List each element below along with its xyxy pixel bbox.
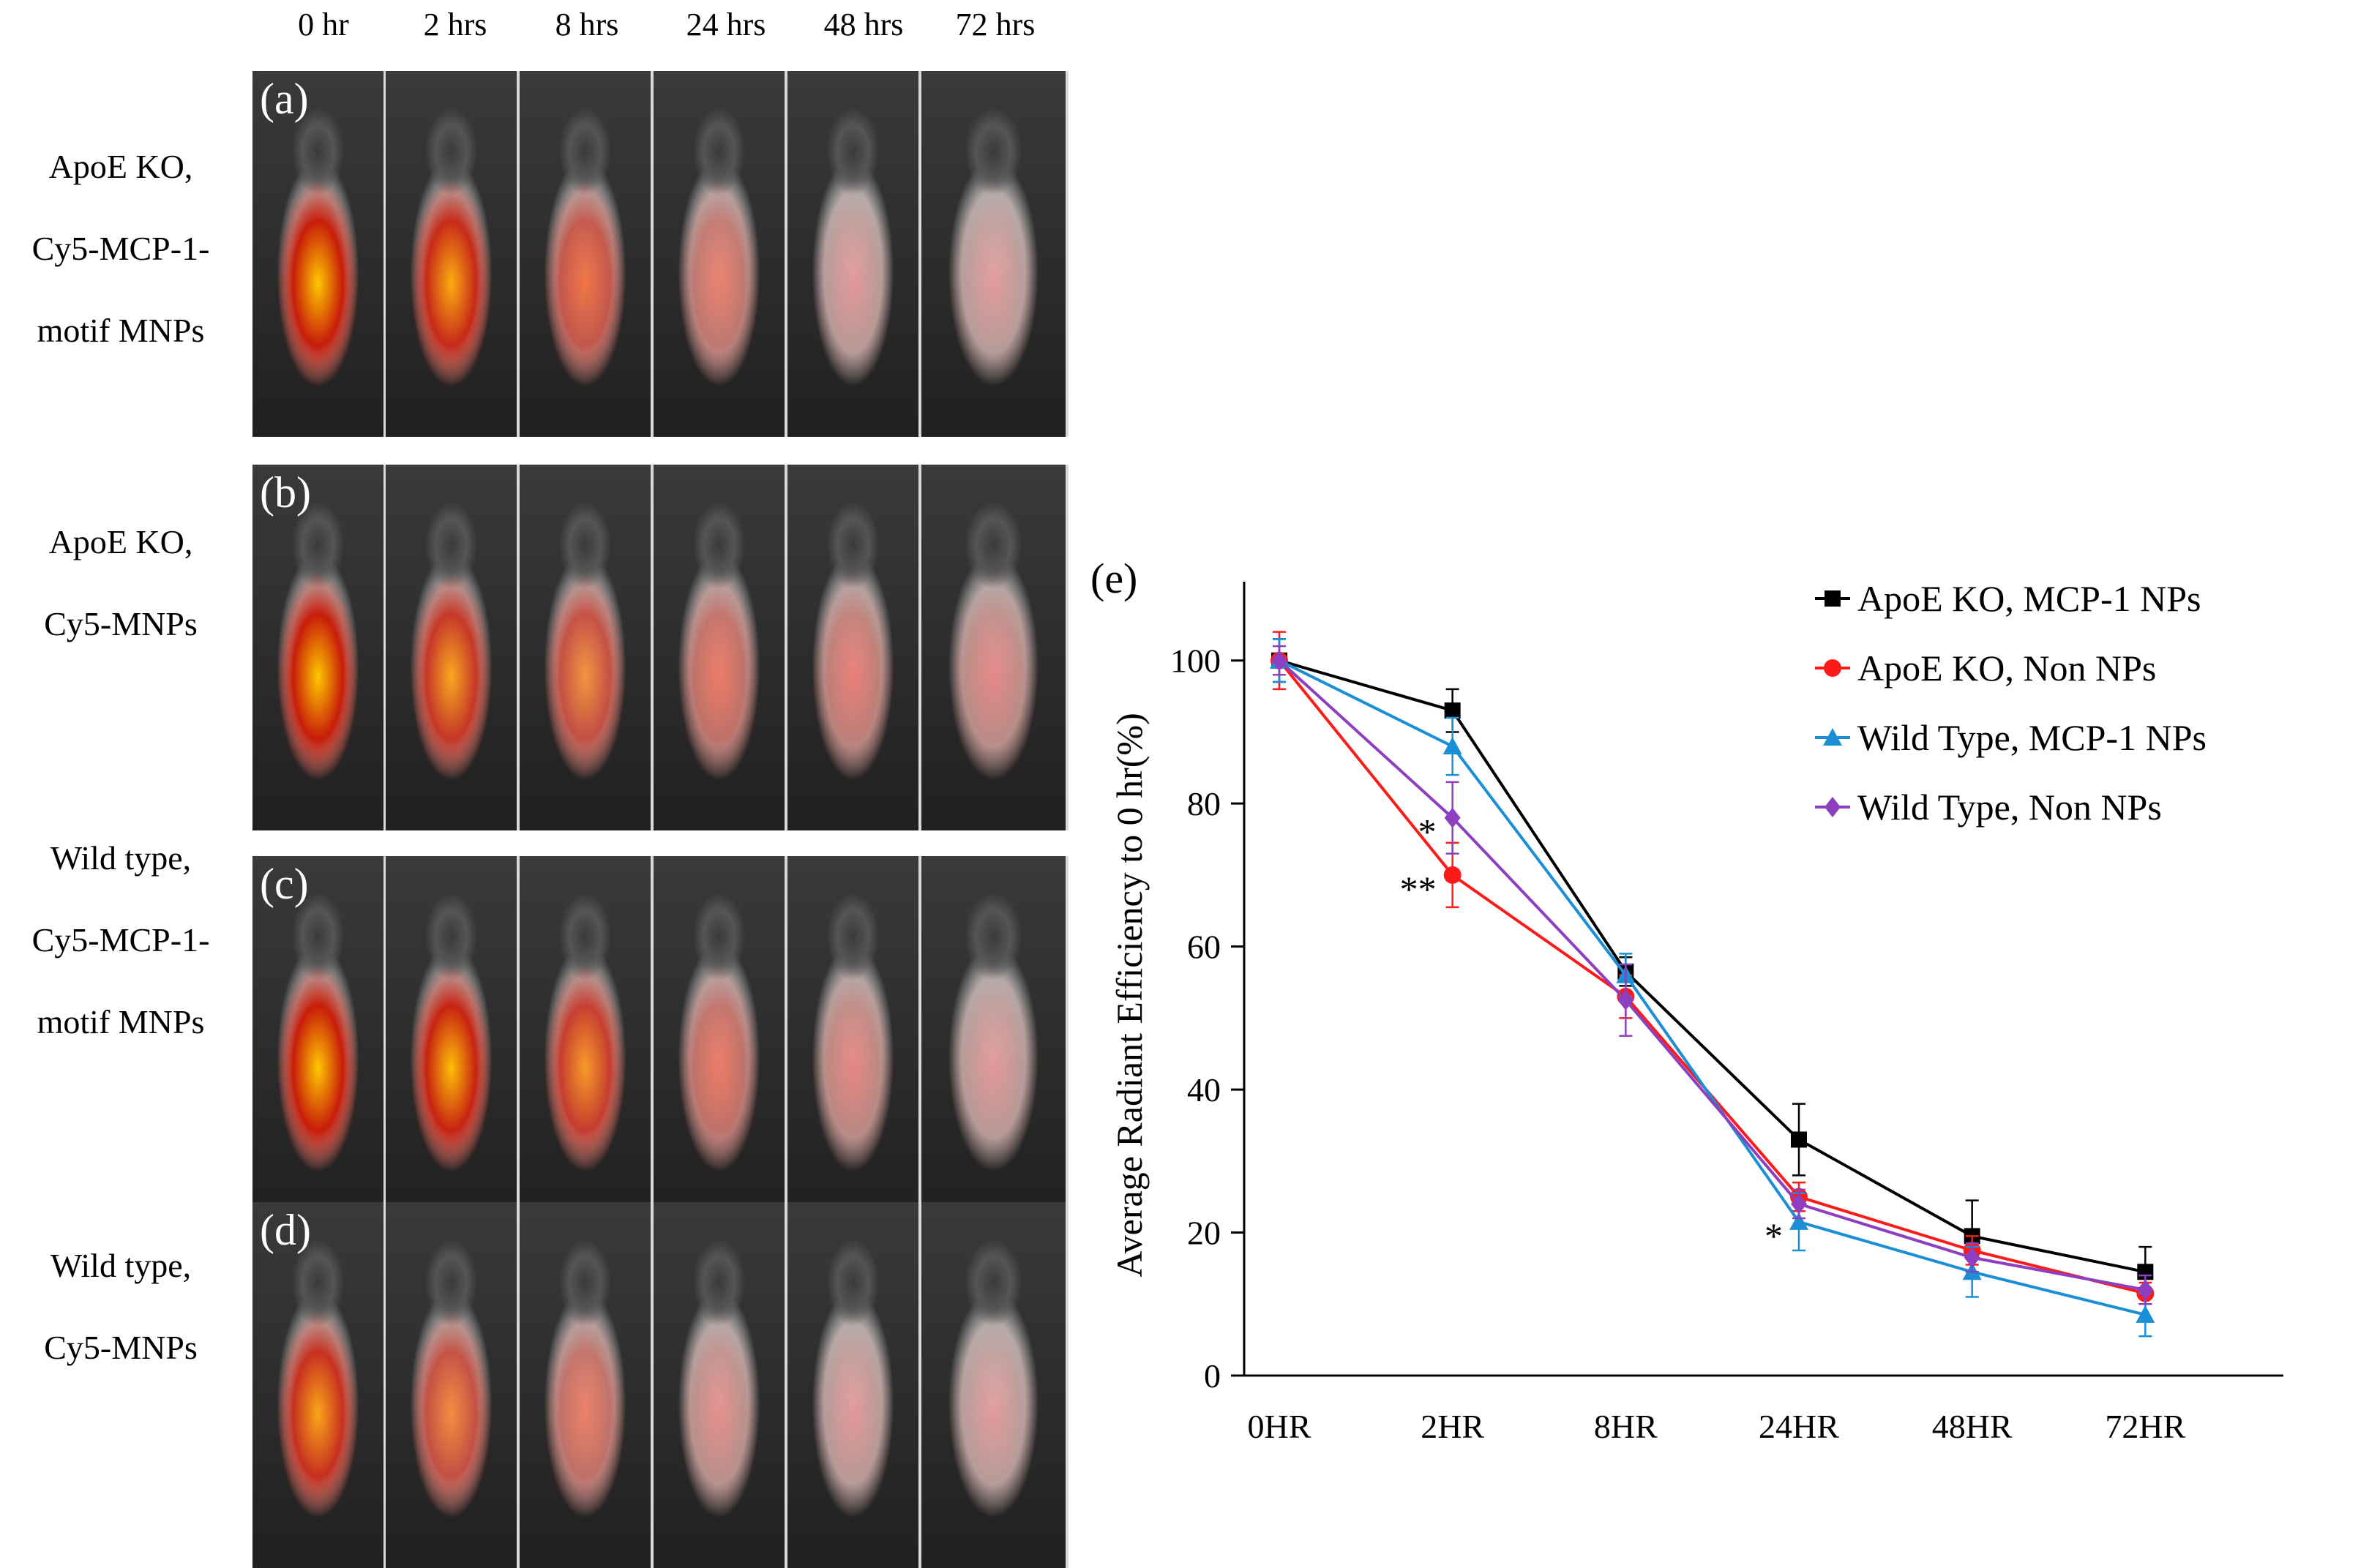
legend-marker (1823, 728, 1842, 746)
row-label-d: Wild type, Cy5-MNPs (0, 1249, 242, 1365)
data-point (1271, 650, 1287, 671)
data-point (2136, 1305, 2155, 1323)
chart-legend: ApoE KO, MCP-1 NPs ApoE KO, Non NPs Wild T… (1815, 578, 2207, 828)
mouse-image-tile (654, 1202, 787, 1568)
chart-series-layer (1270, 631, 2155, 1338)
mouse-image-tile (520, 465, 654, 830)
x-tick-label: 24HR (1759, 1408, 1839, 1445)
mouse-image-tile (252, 465, 386, 830)
mouse-image-tile (787, 71, 921, 437)
mouse-image-tile (386, 856, 520, 1222)
legend-label: ApoE KO, MCP-1 NPs (1857, 578, 2201, 619)
x-tick-label: 0HR (1248, 1408, 1311, 1445)
series-line (1279, 659, 2146, 1316)
row-label-c-line-2: Cy5-MCP-1- (31, 921, 210, 959)
data-point (1791, 1193, 1807, 1215)
row-label-a-line-2: Cy5-MCP-1- (31, 230, 210, 267)
time-label-72hrs: 72 hrs (955, 7, 1036, 42)
legend-marker (1825, 590, 1841, 607)
row-label-d-line-2: Cy5-MNPs (44, 1329, 198, 1366)
row-label-b-line-2: Cy5-MNPs (44, 605, 198, 642)
mouse-image-tile (921, 71, 1069, 437)
data-point (1617, 989, 1634, 1010)
y-tick-label: 20 (1187, 1215, 1221, 1252)
significance-marker: ** (1400, 869, 1437, 909)
imaging-panel-c: (c) (252, 856, 1069, 1222)
row-label-c-line-1: Wild type, (50, 839, 192, 877)
mouse-image-tile (520, 856, 654, 1222)
time-label-2hrs: 2 hrs (423, 7, 487, 42)
x-tick-label: 2HR (1421, 1408, 1484, 1445)
mouse-image-tile (787, 856, 921, 1222)
panel-letter-c: (c) (260, 860, 309, 908)
x-tick-label: 72HR (2105, 1408, 2185, 1445)
data-point (1444, 702, 1461, 719)
mouse-image-tile (386, 71, 520, 437)
panel-letter-b: (b) (260, 468, 311, 517)
y-tick-label: 80 (1187, 785, 1221, 822)
legend-marker (1825, 797, 1841, 817)
legend-label: Wild Type, Non NPs (1857, 787, 2162, 828)
x-tick-label: 8HR (1594, 1408, 1658, 1445)
data-point (1442, 737, 1462, 754)
significance-marker: * (1764, 1215, 1783, 1256)
row-label-a: ApoE KO, Cy5-MCP-1- motif MNPs (0, 150, 242, 348)
mouse-image-tile (654, 465, 787, 830)
mouse-image-tile (787, 465, 921, 830)
row-label-d-line-1: Wild type, (50, 1247, 192, 1284)
row-label-a-line-1: ApoE KO, (48, 148, 193, 185)
legend-label: ApoE KO, Non NPs (1857, 648, 2156, 689)
y-tick-label: 0 (1204, 1357, 1221, 1395)
y-tick-label: 100 (1170, 642, 1221, 680)
chart-annotations: **** (1400, 811, 1783, 1256)
mouse-image-tile (654, 856, 787, 1222)
mouse-image-tile (654, 71, 787, 437)
panel-letter-d: (d) (260, 1206, 311, 1254)
chart-panel-label: (e) (1090, 555, 1137, 602)
mouse-image-tile (386, 1202, 520, 1568)
y-axis-label: Average Radiant Efficiency to 0 hr(%) (1109, 713, 1150, 1277)
line-chart-e: (e) Average Radiant Efficiency to 0 hr(%… (1090, 555, 2283, 1445)
legend-label: Wild Type, MCP-1 NPs (1857, 717, 2207, 758)
legend-marker (1824, 659, 1841, 677)
series-line (1278, 659, 2146, 1291)
mouse-image-tile (252, 856, 386, 1222)
row-label-b: ApoE KO, Cy5-MNPs (0, 525, 242, 641)
time-label-24hrs: 24 hrs (686, 7, 766, 42)
mouse-image-tile (921, 856, 1069, 1222)
mouse-image-tile (252, 1202, 386, 1568)
time-label-48hrs: 48 hrs (823, 7, 904, 42)
time-label-8hrs: 8 hrs (555, 7, 619, 42)
row-label-c: Wild type, Cy5-MCP-1- motif MNPs (0, 841, 242, 1039)
y-tick-label: 60 (1187, 929, 1221, 966)
mouse-image-tile (520, 1202, 654, 1568)
time-label-0hr: 0 hr (298, 7, 349, 42)
mouse-image-tile (787, 1202, 921, 1568)
series-line (1279, 659, 2146, 1274)
data-point (1789, 1212, 1808, 1230)
mouse-image-tile (252, 71, 386, 437)
y-tick-label: 40 (1187, 1071, 1221, 1109)
row-label-c-line-3: motif MNPs (37, 1003, 205, 1040)
imaging-panel-a: (a) (252, 71, 1069, 437)
row-label-a-line-3: motif MNPs (37, 312, 205, 349)
row-label-b-line-1: ApoE KO, (48, 523, 193, 560)
data-point (1443, 866, 1462, 884)
x-tick-label: 48HR (1932, 1408, 2013, 1445)
mouse-image-tile (921, 465, 1069, 830)
panel-letter-a: (a) (260, 75, 309, 123)
data-point (1791, 1131, 1807, 1148)
imaging-panel-d: (d) (252, 1202, 1069, 1568)
imaging-panel-b: (b) (252, 465, 1069, 830)
mouse-image-tile (921, 1202, 1069, 1568)
mouse-image-tile (520, 71, 654, 437)
data-point (1964, 1247, 1980, 1268)
data-point (2137, 1279, 2154, 1300)
chart-axes: 0 20 40 60 80 100 0HR 2HR 8HR 24HR 48HR 72HR (1170, 582, 2283, 1445)
mouse-image-tile (386, 465, 520, 830)
significance-marker: * (1418, 811, 1437, 852)
